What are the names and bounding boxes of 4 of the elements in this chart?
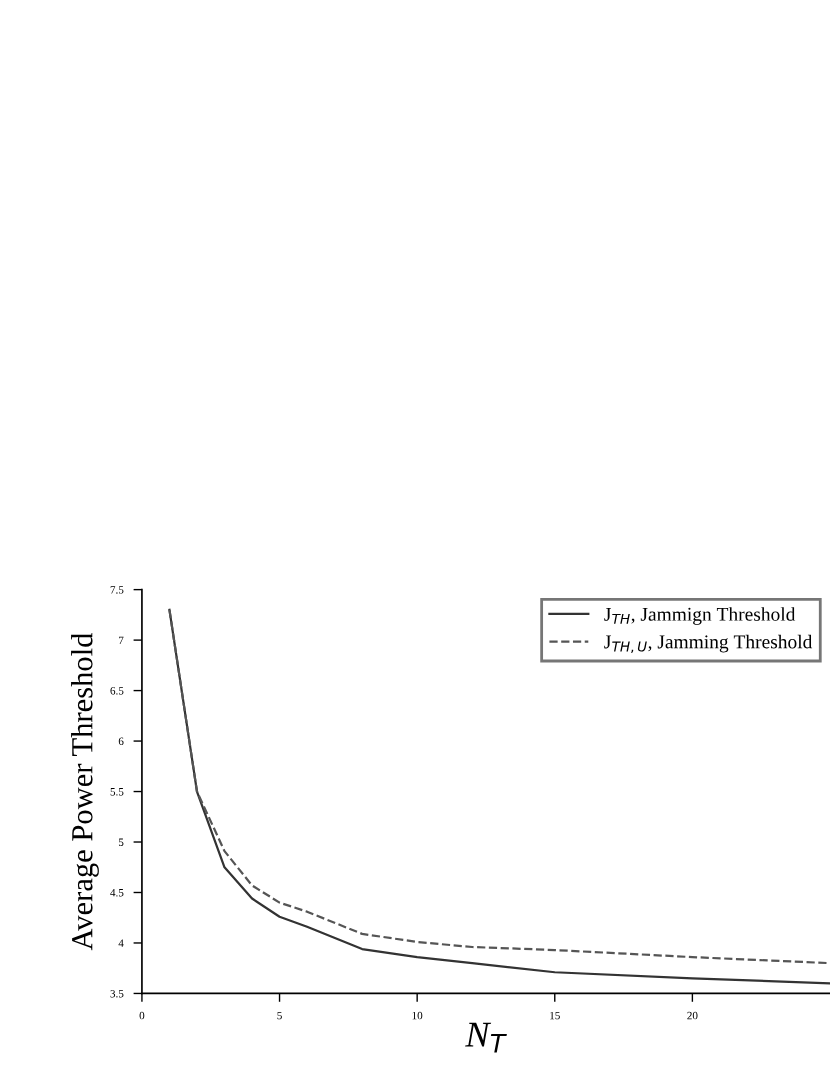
x-axis-title: N$_{T}$ bbox=[465, 1022, 507, 1053]
legend-label: J$_{TH}$, Jammign Threshold bbox=[604, 607, 796, 625]
legend-label: J$_{TH,U}$, Jamming Threshold bbox=[604, 634, 813, 653]
y-axis-title: Average Power Threshold bbox=[71, 632, 99, 951]
